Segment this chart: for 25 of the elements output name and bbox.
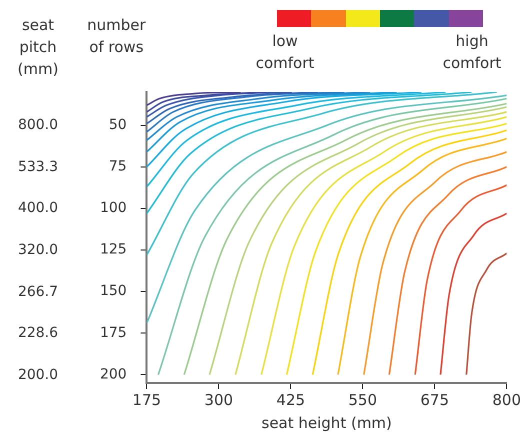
y-tick-label: 200	[100, 366, 127, 382]
x-tick-label: 800	[492, 390, 522, 409]
text: seat pitch (mm)	[16, 15, 60, 80]
y-tick-label: 100	[100, 200, 127, 216]
y-tick-label: 175	[100, 324, 127, 341]
y-tick-label: 50	[108, 116, 127, 133]
text: low comfort	[254, 31, 316, 74]
x-tick-label: 425	[276, 390, 306, 409]
x-tick-label: 550	[348, 390, 378, 409]
x-tick-label: 175	[132, 390, 162, 409]
y-axis-title: number of rows	[86, 15, 147, 58]
text: high comfort	[442, 31, 502, 74]
y-tick-label: 125	[100, 242, 127, 258]
text: 200.0	[16, 366, 60, 385]
text: 266.7	[16, 282, 60, 302]
text: 400.0	[16, 199, 60, 218]
y-tick-label: 150	[100, 283, 127, 300]
text: 533.3	[16, 158, 60, 177]
text: 320.0	[16, 240, 60, 260]
x-tick-label: 300	[204, 390, 234, 409]
text: 800.0	[16, 116, 60, 136]
y-tick-label: 75	[108, 158, 127, 174]
text: 228.6	[16, 324, 60, 344]
x-axis-title: seat height (mm)	[262, 414, 392, 432]
x-tick-label: 675	[420, 390, 450, 409]
